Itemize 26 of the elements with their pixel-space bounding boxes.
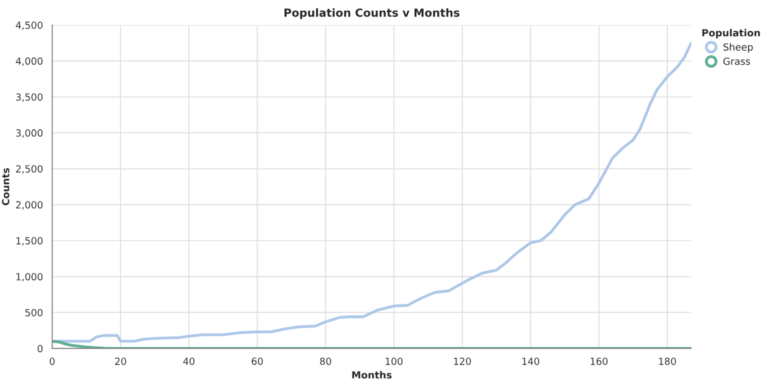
x-tick-label: 80 bbox=[320, 358, 332, 365]
x-tick-label: 100 bbox=[386, 358, 403, 365]
y-tick-label: 4,000 bbox=[16, 57, 43, 66]
x-tick-label: 40 bbox=[183, 358, 194, 365]
legend-label: Grass bbox=[723, 58, 750, 65]
y-tick-label: 2,000 bbox=[16, 201, 43, 210]
legend-title: Population bbox=[702, 28, 760, 38]
y-tick-label: 4,500 bbox=[16, 22, 43, 30]
y-axis-title: Counts bbox=[2, 168, 10, 206]
x-tick-label: 160 bbox=[590, 358, 608, 365]
y-tick-label: 1,000 bbox=[16, 273, 43, 282]
x-axis-title: Months bbox=[352, 371, 392, 379]
x-tick-label: 140 bbox=[522, 358, 540, 365]
y-tick-label: 500 bbox=[25, 308, 43, 316]
x-tick-label: 20 bbox=[115, 358, 126, 365]
y-tick-label: 1,500 bbox=[16, 237, 43, 246]
y-tick-label: 3,000 bbox=[16, 129, 43, 138]
x-tick-label: 0 bbox=[50, 358, 55, 365]
chart-title: Population Counts v Months bbox=[284, 8, 460, 19]
x-tick-label: 120 bbox=[454, 358, 471, 365]
x-tick-label: 180 bbox=[659, 358, 676, 365]
y-tick-label: 3,500 bbox=[16, 93, 43, 102]
x-tick-label: 60 bbox=[252, 358, 263, 365]
legend-label: Sheep bbox=[724, 43, 753, 53]
y-tick-label: 2,500 bbox=[16, 165, 43, 174]
y-tick-label: 0 bbox=[38, 344, 43, 352]
